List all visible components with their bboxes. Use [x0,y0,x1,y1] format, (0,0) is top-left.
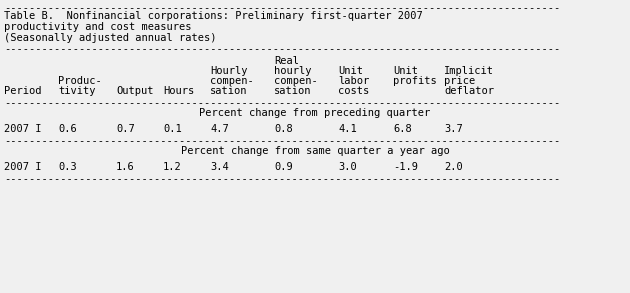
Text: sation: sation [210,86,248,96]
Text: 4.1: 4.1 [338,124,357,134]
Text: 0.7: 0.7 [116,124,135,134]
Text: Hourly: Hourly [210,66,248,76]
Text: --------------------------------------------------------------------------------: ----------------------------------------… [4,98,560,108]
Text: 0.1: 0.1 [163,124,181,134]
Text: Table B.  Nonfinancial corporations: Preliminary first-quarter 2007: Table B. Nonfinancial corporations: Prel… [4,11,423,21]
Text: 1.2: 1.2 [163,162,181,172]
Text: Period: Period [4,86,42,96]
Text: Real: Real [274,56,299,66]
Text: 3.0: 3.0 [338,162,357,172]
Text: deflator: deflator [444,86,494,96]
Text: compen-: compen- [274,76,318,86]
Text: Hours: Hours [163,86,194,96]
Text: 2007 I: 2007 I [4,124,42,134]
Text: profits: profits [393,76,437,86]
Text: labor: labor [338,76,369,86]
Text: Unit: Unit [393,66,418,76]
Text: hourly: hourly [274,66,311,76]
Text: --------------------------------------------------------------------------------: ----------------------------------------… [4,174,560,184]
Text: tivity: tivity [58,86,96,96]
Text: 0.9: 0.9 [274,162,293,172]
Text: -1.9: -1.9 [393,162,418,172]
Text: productivity and cost measures: productivity and cost measures [4,22,192,32]
Text: --------------------------------------------------------------------------------: ----------------------------------------… [4,3,560,13]
Text: Implicit: Implicit [444,66,494,76]
Text: Output: Output [116,86,154,96]
Text: costs: costs [338,86,369,96]
Text: Percent change from preceding quarter: Percent change from preceding quarter [199,108,431,118]
Text: 0.6: 0.6 [58,124,77,134]
Text: Percent change from same quarter a year ago: Percent change from same quarter a year … [181,146,449,156]
Text: 2.0: 2.0 [444,162,463,172]
Text: Produc-: Produc- [58,76,102,86]
Text: (Seasonally adjusted annual rates): (Seasonally adjusted annual rates) [4,33,217,43]
Text: 6.8: 6.8 [393,124,412,134]
Text: 0.3: 0.3 [58,162,77,172]
Text: 3.4: 3.4 [210,162,229,172]
Text: 4.7: 4.7 [210,124,229,134]
Text: Unit: Unit [338,66,363,76]
Text: compen-: compen- [210,76,254,86]
Text: 0.8: 0.8 [274,124,293,134]
Text: 1.6: 1.6 [116,162,135,172]
Text: sation: sation [274,86,311,96]
Text: 3.7: 3.7 [444,124,463,134]
Text: --------------------------------------------------------------------------------: ----------------------------------------… [4,136,560,146]
Text: 2007 I: 2007 I [4,162,42,172]
Text: --------------------------------------------------------------------------------: ----------------------------------------… [4,44,560,54]
Text: price: price [444,76,475,86]
